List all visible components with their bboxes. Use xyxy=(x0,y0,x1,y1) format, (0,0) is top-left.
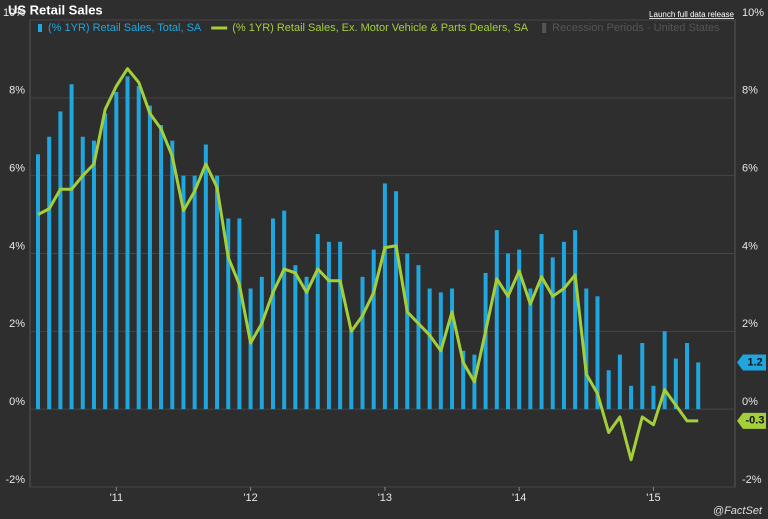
bar xyxy=(483,272,488,410)
y-tick-label: 8% xyxy=(9,85,25,97)
bar xyxy=(595,296,600,410)
bar xyxy=(47,136,52,410)
bar xyxy=(282,210,287,410)
bar xyxy=(461,350,466,410)
legend-swatch xyxy=(542,23,547,33)
y2-tick-label: 10% xyxy=(742,7,764,19)
chart-title: US Retail Sales xyxy=(8,2,103,17)
legend-swatch xyxy=(38,24,42,32)
x-tick-label: '14 xyxy=(512,492,526,504)
bar xyxy=(405,253,410,410)
value-badge xyxy=(737,354,766,371)
bar xyxy=(505,253,510,410)
bar xyxy=(360,276,365,410)
bar xyxy=(382,183,387,410)
bar xyxy=(304,276,309,410)
bar xyxy=(159,125,164,410)
bar xyxy=(91,140,96,410)
bar xyxy=(293,265,298,410)
legend-label: Recession Periods - United States xyxy=(552,22,720,34)
bar xyxy=(237,218,242,410)
y2-tick-label: 8% xyxy=(742,85,758,97)
y2-tick-label: -2% xyxy=(742,474,762,486)
x-tick-label: '12 xyxy=(243,492,257,504)
y-tick-label: 4% xyxy=(9,240,25,252)
bar xyxy=(696,362,701,410)
bar xyxy=(170,140,175,410)
bar xyxy=(136,86,141,410)
bar xyxy=(203,144,208,410)
x-tick-label: '15 xyxy=(646,492,660,504)
source: @FactSet xyxy=(713,505,763,517)
bar xyxy=(114,91,119,410)
x-tick-label: '11 xyxy=(110,492,124,504)
bar xyxy=(539,234,544,410)
bar xyxy=(69,84,74,410)
bar xyxy=(181,175,186,410)
bar xyxy=(36,154,40,410)
legend-label: (% 1YR) Retail Sales, Total, SA xyxy=(48,22,202,34)
bar xyxy=(640,343,645,410)
bar xyxy=(629,385,634,410)
bar xyxy=(349,327,354,410)
value-badge-label: -0.3 xyxy=(746,415,765,427)
bar xyxy=(494,230,499,410)
y2-tick-label: 2% xyxy=(742,318,758,330)
data-link[interactable]: Launch full data release xyxy=(649,10,735,19)
y2-tick-label: 6% xyxy=(742,163,758,175)
bar xyxy=(673,358,678,410)
bar xyxy=(651,385,656,410)
bar xyxy=(147,105,152,410)
bar xyxy=(561,241,566,410)
y-tick-label: 2% xyxy=(9,318,25,330)
bar xyxy=(80,136,85,410)
legend-label: (% 1YR) Retail Sales, Ex. Motor Vehicle … xyxy=(232,22,529,34)
bar xyxy=(662,331,667,410)
bar xyxy=(550,257,555,410)
value-badge xyxy=(737,412,766,429)
bar xyxy=(125,76,130,410)
y-tick-label: 10% xyxy=(3,7,25,19)
bar xyxy=(416,265,421,410)
bar xyxy=(584,288,589,410)
bar xyxy=(606,370,611,410)
bar xyxy=(326,241,331,410)
bar xyxy=(371,249,376,410)
bar xyxy=(338,241,343,410)
bar xyxy=(450,288,455,410)
bar xyxy=(248,288,253,410)
y-tick-label: 0% xyxy=(9,396,25,408)
bar xyxy=(103,113,108,410)
bar xyxy=(259,276,264,410)
bar xyxy=(517,249,522,410)
bar xyxy=(685,343,690,410)
bar xyxy=(528,288,533,410)
bar xyxy=(315,234,320,410)
bar xyxy=(573,230,578,410)
x-tick-label: '13 xyxy=(378,492,392,504)
bar xyxy=(215,175,220,410)
value-badge-label: 1.2 xyxy=(747,356,762,368)
line xyxy=(37,67,699,462)
y-tick-label: 6% xyxy=(9,163,25,175)
bar xyxy=(270,218,275,410)
bar xyxy=(192,175,197,410)
bar xyxy=(617,354,622,410)
bar xyxy=(427,288,432,410)
bar xyxy=(58,111,63,410)
y2-tick-label: 4% xyxy=(742,240,758,252)
y2-tick-label: 0% xyxy=(742,396,758,408)
bar xyxy=(226,218,231,410)
bar xyxy=(394,191,399,410)
y-tick-label: -2% xyxy=(5,474,25,486)
